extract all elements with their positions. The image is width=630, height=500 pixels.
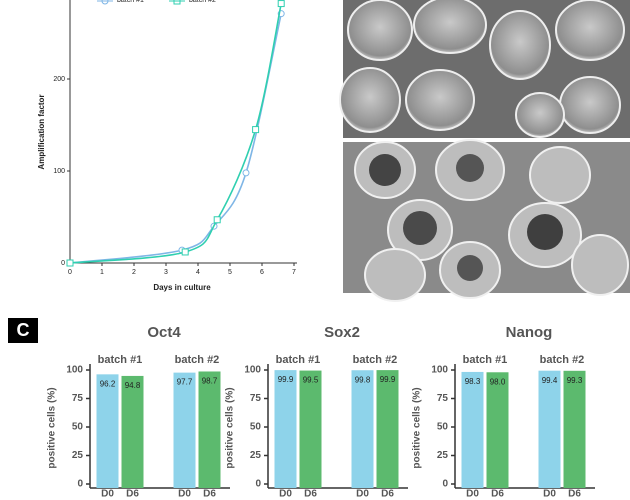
value-label: 96.2 [100, 379, 116, 388]
panel-label-box [8, 318, 38, 343]
x-tick-label: 2 [132, 269, 136, 276]
y-axis-label: Amplification factor [37, 94, 46, 169]
bar [96, 374, 119, 488]
value-label: 98.3 [465, 377, 481, 386]
bar [538, 370, 561, 488]
legend-label: batch #2 [189, 0, 216, 4]
y-tick-label: 100 [66, 365, 83, 376]
micrograph-bottom [343, 139, 630, 302]
category-label: D6 [126, 489, 139, 500]
group-label: batch #1 [463, 354, 508, 366]
y-axis-label: positive cells (%) [225, 387, 236, 468]
y-tick-label: 50 [250, 422, 262, 433]
point [252, 126, 260, 134]
point [181, 248, 189, 256]
bar [198, 371, 221, 488]
bar [274, 370, 297, 488]
y-tick-label: 25 [72, 450, 84, 461]
group-label: batch #1 [276, 354, 321, 366]
value-label: 94.8 [125, 381, 141, 390]
x-tick-label: 6 [260, 269, 264, 276]
y-tick-label: 75 [437, 393, 449, 404]
bar [461, 371, 484, 488]
x-axis-label: Days in culture [153, 283, 211, 292]
bar [486, 372, 509, 488]
group-label: batch #1 [98, 354, 143, 366]
bar [299, 370, 322, 488]
chart-title: Sox2 [324, 324, 360, 341]
category-label: D6 [381, 489, 394, 500]
bar [563, 370, 586, 488]
category-label: D0 [543, 489, 556, 500]
category-label: D0 [279, 489, 292, 500]
point [277, 0, 285, 8]
bar [351, 370, 374, 488]
x-tick-label: 3 [164, 269, 168, 276]
value-label: 99.9 [278, 375, 294, 384]
y-tick-label: 100 [431, 365, 448, 376]
chart-title: Oct4 [147, 324, 181, 341]
x-tick-label: 7 [292, 269, 296, 276]
y-tick-label: 0 [61, 260, 65, 267]
category-label: D0 [466, 489, 479, 500]
value-label: 99.8 [355, 375, 371, 384]
category-label: D6 [568, 489, 581, 500]
value-label: 98.7 [202, 377, 218, 386]
value-label: 97.7 [177, 378, 193, 387]
y-tick-label: 0 [255, 479, 261, 490]
value-label: 99.5 [303, 376, 319, 385]
y-tick-label: 0 [442, 479, 448, 490]
x-tick-label: 5 [228, 269, 232, 276]
chart-title: Nanog [506, 324, 553, 341]
point [213, 216, 221, 224]
category-label: D6 [491, 489, 504, 500]
x-tick-label: 1 [100, 269, 104, 276]
value-label: 99.9 [380, 375, 396, 384]
value-label: 98.0 [490, 377, 506, 386]
x-tick-label: 4 [196, 269, 200, 276]
y-tick-label: 50 [437, 422, 449, 433]
group-label: batch #2 [175, 354, 220, 366]
y-tick-label: 100 [53, 168, 65, 175]
legend-label: batch #1 [117, 0, 144, 4]
bar [376, 370, 399, 488]
y-tick-label: 75 [72, 393, 84, 404]
category-label: D0 [178, 489, 191, 500]
y-axis-label: positive cells (%) [412, 387, 423, 468]
y-tick-label: 75 [250, 393, 262, 404]
y-axis-label: positive cells (%) [47, 387, 58, 468]
y-tick-label: 25 [250, 450, 262, 461]
category-label: D6 [304, 489, 317, 500]
group-label: batch #2 [353, 354, 398, 366]
panel-label: C [17, 320, 30, 340]
category-label: D0 [101, 489, 114, 500]
bar [121, 375, 144, 488]
value-label: 99.4 [542, 376, 558, 385]
series-line [69, 13, 282, 264]
category-label: D6 [203, 489, 216, 500]
y-tick-label: 0 [77, 479, 83, 490]
series-line [69, 3, 282, 264]
y-tick-label: 100 [244, 365, 261, 376]
bar [173, 372, 196, 488]
y-tick-label: 25 [437, 450, 449, 461]
category-label: D0 [356, 489, 369, 500]
point [66, 259, 74, 267]
y-tick-label: 50 [72, 422, 84, 433]
group-label: batch #2 [540, 354, 585, 366]
x-tick-label: 0 [68, 269, 72, 276]
y-tick-label: 200 [53, 76, 65, 83]
point [242, 169, 250, 177]
value-label: 99.3 [567, 376, 583, 385]
micrograph-top [339, 0, 630, 138]
